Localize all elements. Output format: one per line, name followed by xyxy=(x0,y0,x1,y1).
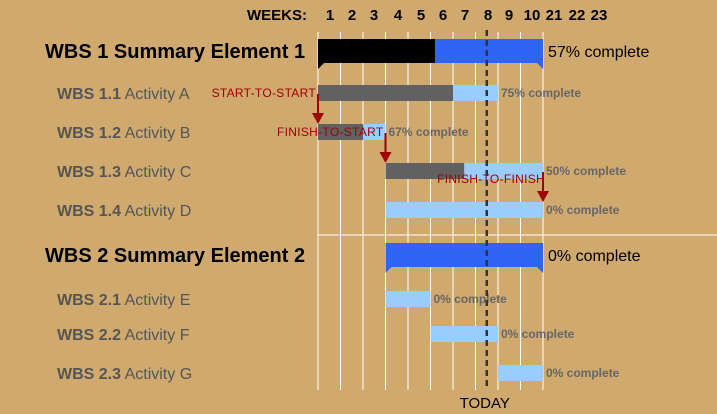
dependency-arrow-head xyxy=(537,191,549,202)
summary-bar-remaining xyxy=(435,39,543,69)
weeks-header: WEEKS: 1 2 3 4 5 6 7 8 9 10 21 22 23 xyxy=(247,7,607,24)
week-number: 3 xyxy=(370,7,378,24)
activity-label: WBS 2.1 Activity E xyxy=(57,292,190,309)
summary-label: WBS 1 Summary Element 1 xyxy=(45,41,305,63)
week-number: 4 xyxy=(394,7,403,24)
wbs-labels: WBS 1 Summary Element 1 WBS 1.1 Activity … xyxy=(45,41,305,383)
activity-bar-remaining xyxy=(430,326,498,342)
wbs-name: Activity E xyxy=(125,292,191,309)
percent-complete: 0% complete xyxy=(546,366,620,380)
week-number: 6 xyxy=(439,7,447,24)
week-number: 21 xyxy=(546,7,563,24)
week-number: 23 xyxy=(591,7,608,24)
week-number: 1 xyxy=(326,7,334,24)
activity-bar-remaining xyxy=(464,163,543,179)
activity-label: WBS 2.3 Activity G xyxy=(57,366,192,383)
wbs-code: WBS 2.2 xyxy=(57,327,121,344)
wbs-code: WBS 2.1 xyxy=(57,292,121,309)
week-number: 22 xyxy=(569,7,586,24)
summary-bar-remaining xyxy=(385,243,543,273)
week-number: 8 xyxy=(484,7,492,24)
weeks-label: WEEKS: xyxy=(247,7,307,24)
dependency-arrow-head xyxy=(312,113,324,124)
percent-complete: 0% complete xyxy=(501,327,575,341)
activity-bar-remaining xyxy=(498,365,543,381)
summary-label: WBS 2 Summary Element 2 xyxy=(45,245,305,267)
dependency-label: FINISH-TO-START xyxy=(277,125,384,139)
wbs-code: WBS 2.3 xyxy=(57,366,121,383)
percent-complete: 75% complete xyxy=(501,86,581,100)
percent-complete: 0% complete xyxy=(548,248,641,265)
week-number: 10 xyxy=(524,7,541,24)
percent-complete: 67% complete xyxy=(389,125,469,139)
wbs-name: Activity D xyxy=(125,203,192,220)
wbs-code: WBS 1.2 xyxy=(57,125,121,142)
wbs-name: Summary Element 2 xyxy=(114,245,305,267)
wbs-name: Activity A xyxy=(125,86,190,103)
percent-complete: 57% complete xyxy=(548,44,649,61)
week-number: 5 xyxy=(417,7,425,24)
dependency-label: START-TO-START xyxy=(212,86,317,100)
percent-complete: 0% complete xyxy=(546,203,620,217)
wbs-code: WBS 1.3 xyxy=(57,164,121,181)
task-bars: 57% complete 75% complete 67% complete 50% … xyxy=(318,39,649,381)
week-number: 2 xyxy=(348,7,356,24)
today-label: TODAY xyxy=(460,395,510,412)
wbs-code: WBS 1.1 xyxy=(57,86,121,103)
activity-bar-done xyxy=(385,163,465,179)
dependency-arrow-head xyxy=(379,152,392,163)
week-number: 9 xyxy=(505,7,513,24)
percent-complete: 50% complete xyxy=(546,164,626,178)
percent-complete: 0% complete xyxy=(434,292,508,306)
wbs-code: WBS 2 xyxy=(45,245,108,267)
activity-label: WBS 1.1 Activity A xyxy=(57,86,190,103)
activity-bar-done xyxy=(318,124,363,140)
wbs-name: Activity F xyxy=(125,327,190,344)
activity-label: WBS 2.2 Activity F xyxy=(57,327,190,344)
week-number: 7 xyxy=(461,7,469,24)
activity-bar-remaining xyxy=(453,85,498,101)
activity-bar-done xyxy=(318,85,453,101)
wbs-code: WBS 1 xyxy=(45,41,108,63)
wbs-name: Activity G xyxy=(125,366,193,383)
summary-bar-done xyxy=(318,39,435,69)
activity-label: WBS 1.3 Activity C xyxy=(57,164,191,181)
activity-bar-remaining xyxy=(363,124,386,140)
activity-label: WBS 1.2 Activity B xyxy=(57,125,190,142)
dependencies: START-TO-START FINISH-TO-START FINISH-TO-F… xyxy=(212,86,549,202)
activity-bar-remaining xyxy=(385,291,431,307)
wbs-name: Activity C xyxy=(125,164,192,181)
activity-label: WBS 1.4 Activity D xyxy=(57,203,191,220)
activity-bar-remaining xyxy=(385,202,543,218)
today-marker: TODAY xyxy=(460,30,510,412)
wbs-name: Summary Element 1 xyxy=(114,41,305,63)
wbs-code: WBS 1.4 xyxy=(57,203,121,220)
dependency-label: FINISH-TO-FINISH xyxy=(437,172,545,186)
wbs-name: Activity B xyxy=(125,125,191,142)
